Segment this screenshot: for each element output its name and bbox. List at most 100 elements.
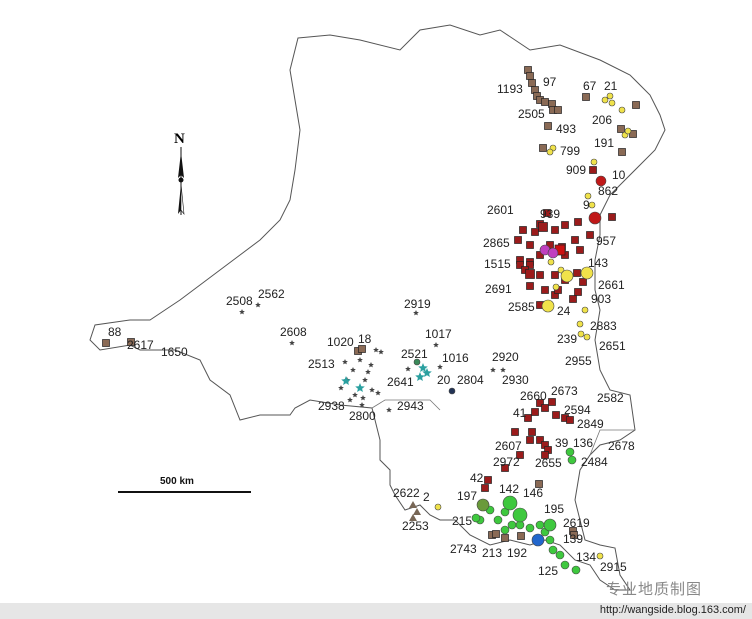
deposit-label: 2883 [590,319,617,333]
star-marker [405,366,411,372]
star-marker [369,387,375,393]
country-outline [89,24,666,591]
square-marker [571,236,579,244]
deposit-label: 2651 [599,339,626,353]
square-marker [528,428,536,436]
deposit-label: 2955 [565,354,592,368]
star-marker [347,397,353,403]
square-marker [582,93,590,101]
star-marker [378,349,384,355]
square-marker [543,209,551,217]
deposit-label: 2607 [495,439,522,453]
circle-marker [413,358,421,366]
star-marker [433,342,439,348]
square-marker [579,278,587,286]
square-marker [536,399,544,407]
square-marker [526,72,534,80]
circle-marker [531,533,545,547]
square-marker [541,286,549,294]
deposit-labels: 1193 97 67 21 2505 493 206 799 191 909 10 862 9 2601 9… [108,75,635,578]
circle-marker [535,520,545,530]
footer-url[interactable]: http://wangside.blog.163.com/ [599,604,746,616]
circle-marker [565,447,575,457]
circle-marker [608,99,616,107]
deposit-label: 142 [499,482,519,496]
star-marker [373,347,379,353]
square-marker [531,408,539,416]
deposit-label: 2661 [598,278,625,292]
deposit-label: 206 [592,113,612,127]
deposit-label: 799 [560,144,580,158]
circle-marker [595,175,607,187]
circle-marker [571,565,581,575]
circle-marker [555,550,565,560]
square-marker [511,428,519,436]
deposit-label: 39 [555,436,569,450]
deposit-label: 125 [538,564,558,578]
circle-marker [476,498,490,512]
circle-marker [507,520,517,530]
deposit-label: 2585 [508,300,535,314]
triangle-marker [409,501,417,508]
star-marker [375,390,381,396]
deposit-label: 239 [557,332,577,346]
square-marker [514,236,522,244]
deposit-label: 1016 [442,351,469,365]
square-marker [501,464,509,472]
square-marker [632,101,640,109]
star-marker [386,407,392,413]
deposit-label: 10 [612,168,626,182]
deposit-label: 1515 [484,257,511,271]
deposit-label: 2484 [581,455,608,469]
deposit-label: 215 [452,514,472,528]
star-marker [500,367,506,373]
square-marker [551,226,559,234]
deposit-label: 2943 [397,399,424,413]
deposit-label: 2562 [258,287,285,301]
star-marker [289,340,295,346]
circle-marker [512,507,528,523]
circle-marker [567,455,577,465]
deposit-label: 2849 [577,417,604,431]
deposit-label: 2919 [404,297,431,311]
circle-marker [543,518,557,532]
square-marker [526,282,534,290]
square-marker [576,246,584,254]
star-marker [357,357,363,363]
deposit-label: 88 [108,325,122,339]
star-marker [360,395,366,401]
deposit-label: 2253 [402,519,429,533]
deposit-label: 2641 [387,375,414,389]
square-marker [127,338,135,346]
square-marker [629,130,637,138]
star-marker [437,364,443,370]
triangle-marker [413,508,421,515]
deposit-label: 191 [594,136,614,150]
square-marker [548,398,556,406]
deposit-label: 1017 [425,327,452,341]
square-marker [516,451,524,459]
deposit-label: 2660 [520,389,547,403]
circle-marker [581,306,589,314]
footer-bar: http://wangside.blog.163.com/ [0,603,752,619]
circle-marker [547,258,555,266]
square-marker [566,416,574,424]
star-marker [342,359,348,365]
deposit-label: 97 [543,75,557,89]
square-marker [519,226,527,234]
square-marker [551,271,559,279]
square-marker [526,261,534,269]
deposit-label: 909 [566,163,586,177]
star-marker [490,367,496,373]
square-marker [484,476,492,484]
deposit-label: 1650 [161,345,188,359]
star-marker [413,310,419,316]
square-marker [561,221,569,229]
deposit-label: 2594 [564,403,591,417]
circle-marker [596,552,604,560]
internal-border [371,399,635,456]
square-marker [569,295,577,303]
circle-marker [493,515,503,525]
deposit-label: 192 [507,546,527,560]
deposit-label: 139 [563,532,583,546]
